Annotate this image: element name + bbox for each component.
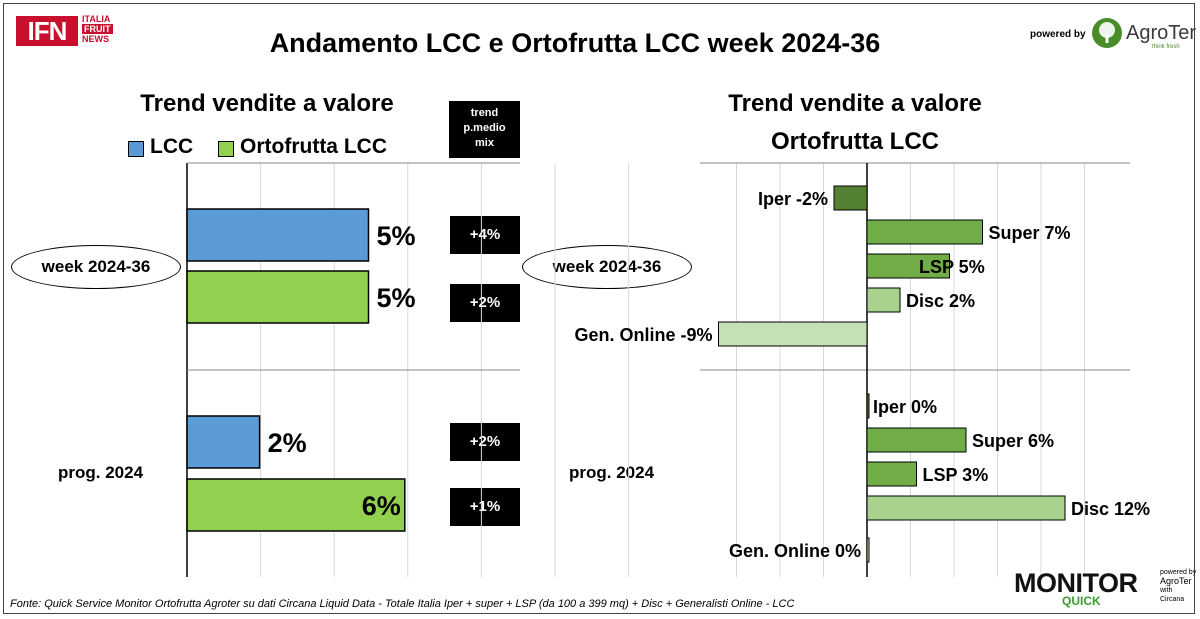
bar-gen-online bbox=[866, 537, 870, 563]
ifn-logo-side-line: NEWS bbox=[82, 34, 109, 44]
trend-badge: +2% bbox=[450, 423, 520, 461]
ifn-logo: IFN ITALIA FRUIT NEWS bbox=[16, 14, 126, 50]
legend-label-lcc: LCC bbox=[150, 135, 194, 158]
monitor-powered-line: AgroTer bbox=[1160, 576, 1192, 586]
data-label: Gen. Online -9% bbox=[574, 325, 712, 345]
monitor-powered-line: Circana bbox=[1160, 596, 1185, 603]
bar-ortofrutta bbox=[186, 478, 406, 532]
trend-header: trend p.medio mix bbox=[449, 101, 520, 158]
data-label: 5% bbox=[377, 221, 416, 251]
monitor-powered-line: with bbox=[1160, 587, 1173, 594]
data-label: 6% bbox=[362, 491, 401, 521]
bar-iper bbox=[866, 393, 870, 419]
legend-swatch-lcc bbox=[128, 141, 144, 157]
data-label: Iper 0% bbox=[873, 397, 937, 417]
bar-lcc bbox=[186, 208, 370, 262]
data-label: LSP 5% bbox=[919, 257, 985, 277]
monitor-powered-line: powered by bbox=[1160, 569, 1197, 576]
bar-super bbox=[866, 219, 983, 245]
right-chart-title: Trend vendite a valore bbox=[728, 90, 982, 117]
right-chart-subtitle: Ortofrutta LCC bbox=[771, 128, 939, 155]
right-group-label-week: week 2024-36 bbox=[522, 245, 692, 289]
bar-lsp bbox=[866, 253, 950, 279]
bar-disc bbox=[866, 495, 1066, 521]
left-chart-title: Trend vendite a valore bbox=[140, 90, 394, 117]
data-label: Disc 2% bbox=[906, 291, 975, 311]
agroter-logo-text: AgroTer bbox=[1126, 22, 1197, 44]
trend-header-line: trend bbox=[470, 107, 499, 119]
powered-by-label: powered by bbox=[1030, 29, 1086, 40]
bar-super bbox=[866, 427, 967, 453]
trend-header-line: p.medio bbox=[463, 122, 506, 134]
legend-swatch-ortofrutta bbox=[218, 141, 234, 157]
ifn-logo-side-line: FRUIT bbox=[82, 24, 113, 34]
monitor-logo: MONITOR bbox=[1014, 568, 1138, 598]
bar-lcc bbox=[186, 415, 261, 469]
data-label: LSP 3% bbox=[923, 465, 989, 485]
bar-disc bbox=[866, 287, 901, 313]
data-label: 2% bbox=[268, 428, 307, 458]
tree-icon bbox=[1092, 18, 1122, 48]
left-group-label-week: week 2024-36 bbox=[11, 245, 181, 289]
data-label: 5% bbox=[377, 283, 416, 313]
agroter-logo: AgroTer think fresh bbox=[1092, 18, 1196, 52]
trend-header-line: mix bbox=[475, 137, 494, 149]
source-note: Fonte: Quick Service Monitor Ortofrutta … bbox=[10, 598, 795, 610]
data-label: Super 7% bbox=[989, 223, 1071, 243]
data-label: Gen. Online 0% bbox=[729, 541, 861, 561]
agroter-logo-tagline: think fresh bbox=[1152, 44, 1180, 50]
data-label: Iper -2% bbox=[758, 189, 828, 209]
trend-badge: +1% bbox=[450, 488, 520, 526]
bar-lsp bbox=[866, 461, 917, 487]
monitor-powered-by: powered by AgroTer with Circana bbox=[1160, 568, 1196, 604]
left-group-label-prog: prog. 2024 bbox=[58, 463, 144, 482]
image-frame bbox=[3, 3, 1195, 614]
trend-badge: +4% bbox=[450, 216, 520, 254]
ifn-logo-mark: IFN bbox=[16, 16, 78, 46]
trend-badge: +2% bbox=[450, 284, 520, 322]
bar-gen-online bbox=[718, 321, 868, 347]
monitor-logo-quick: QUICK bbox=[1062, 594, 1101, 608]
page-title: Andamento LCC e Ortofrutta LCC week 2024… bbox=[269, 28, 881, 58]
bar-iper bbox=[833, 185, 868, 211]
bar-ortofrutta bbox=[186, 270, 370, 324]
legend-label-ortofrutta: Ortofrutta LCC bbox=[240, 135, 387, 158]
ifn-logo-side-line: ITALIA bbox=[82, 14, 111, 24]
ifn-logo-side: ITALIA FRUIT NEWS bbox=[82, 14, 113, 44]
right-group-label-prog: prog. 2024 bbox=[569, 463, 655, 482]
data-label: Super 6% bbox=[972, 431, 1054, 451]
data-label: Disc 12% bbox=[1071, 499, 1150, 519]
